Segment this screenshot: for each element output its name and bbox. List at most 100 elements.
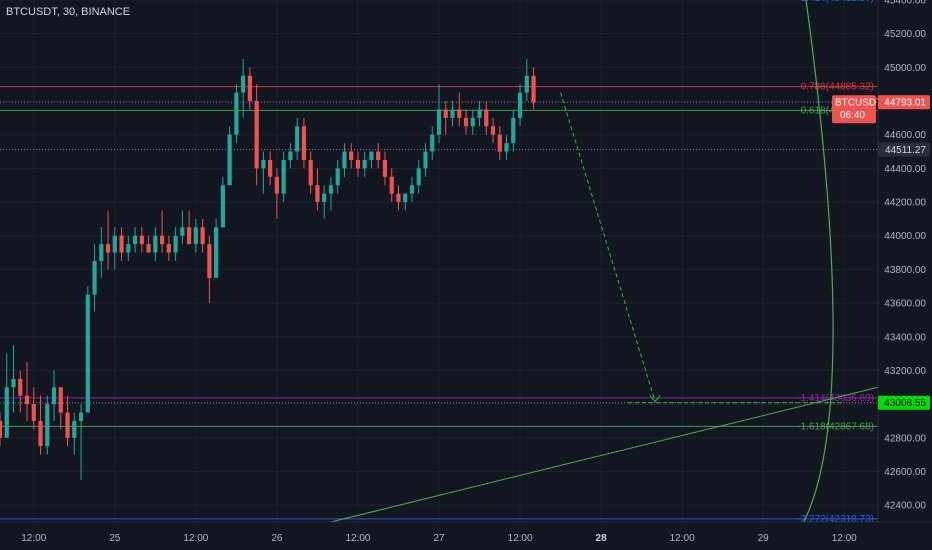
price-axis-tick: 43400.00 (884, 332, 926, 343)
time-axis-tick: 12:00 (508, 533, 533, 544)
price-tag-label: 43008.55 (884, 398, 926, 409)
price-tag (878, 95, 930, 110)
candle-body (132, 235, 138, 245)
time-axis-tick: 28 (596, 533, 608, 544)
price-axis-tick: 42600.00 (884, 467, 926, 478)
time-axis (0, 522, 932, 550)
candle-body (396, 193, 401, 203)
candle-body (187, 227, 192, 245)
price-axis-tick: 44000.00 (884, 231, 926, 242)
candle-body (78, 412, 84, 421)
candle-body (65, 412, 70, 438)
candle-body (511, 117, 516, 144)
symbol-price-tag-label: BTCUSDT (835, 98, 882, 109)
time-axis-tick: 12:00 (345, 533, 370, 544)
candle-body (214, 227, 219, 278)
candle-body (470, 117, 475, 127)
fib-level-label: -1.618(42867.68) (797, 421, 874, 432)
time-axis-tick: 27 (433, 533, 445, 544)
candle-body (139, 235, 144, 245)
candle-body (11, 378, 16, 388)
candle-body (335, 168, 340, 186)
candle-body (159, 235, 165, 245)
time-axis-tick: 12:00 (832, 533, 857, 544)
candle-body (247, 75, 252, 102)
price-axis-tick: 44400.00 (884, 164, 926, 175)
candle-body (362, 159, 367, 169)
candle-body (497, 134, 502, 152)
trendline (330, 386, 879, 523)
candle-body (193, 227, 198, 245)
time-axis-tick: 12:00 (670, 533, 695, 544)
candle-body (382, 159, 388, 177)
time-axis-tick: 25 (109, 533, 121, 544)
fib-level-label: 0.786(44885.32) (801, 82, 874, 93)
candle-body (51, 387, 57, 405)
candle-body (531, 75, 536, 103)
candle-body (220, 185, 225, 228)
candle-body (517, 92, 523, 118)
candle-body (288, 151, 293, 160)
price-tag-label: 44511.27 (885, 145, 926, 156)
candle-body (504, 143, 509, 152)
candle-body (4, 387, 9, 438)
candle-body (423, 151, 428, 169)
candle-body (126, 244, 131, 253)
candle-body (477, 109, 482, 118)
candle-body (92, 261, 97, 295)
candle-body (31, 404, 36, 421)
candle-body (85, 294, 90, 413)
candle-body (403, 193, 408, 203)
candle-body (254, 101, 259, 169)
candle-body (369, 151, 374, 160)
price-axis-tick: 42800.00 (884, 433, 926, 444)
candle-body (443, 109, 448, 118)
candle-body (153, 235, 158, 253)
candle-body (416, 168, 421, 186)
candle-body (24, 395, 30, 405)
candle-body (355, 159, 361, 169)
candle-body (349, 151, 354, 160)
candle-body (315, 185, 320, 203)
projection-arrow-head (649, 395, 661, 403)
candle-body (342, 151, 347, 169)
price-axis-tick: 42400.00 (884, 501, 926, 512)
candle-body (295, 126, 300, 152)
price-axis-tick: 45400.00 (884, 0, 926, 7)
symbol-price-tag (832, 95, 876, 124)
candle-body (457, 109, 462, 118)
price-axis-tick: 45000.00 (884, 63, 926, 74)
candle-body (112, 235, 117, 253)
time-axis-tick: 12:00 (183, 533, 208, 544)
candle-body (322, 193, 327, 203)
fib-level-label: -2.272(42318.73) (797, 514, 874, 525)
candle-body (200, 227, 205, 245)
candle-body (484, 109, 489, 127)
candle-body (430, 134, 435, 152)
price-tag (878, 142, 930, 157)
price-axis-tick: 43600.00 (884, 299, 926, 310)
candle-body (261, 159, 266, 169)
candle-body (146, 244, 151, 253)
candle-body (436, 109, 442, 135)
candle-body (268, 159, 273, 177)
candle-body (105, 244, 111, 253)
price-tag (878, 395, 930, 410)
time-axis-tick: 26 (271, 533, 283, 544)
price-axis (878, 0, 932, 550)
fib-level-label: -1.414(43036.89) (797, 393, 874, 404)
price-tag-label: 44793.01 (884, 98, 926, 109)
candle-body (241, 75, 246, 93)
candle-body (328, 185, 334, 194)
candle-body (274, 176, 280, 194)
candle-body (119, 235, 124, 253)
time-axis-tick: 29 (758, 533, 770, 544)
candle-body (490, 126, 496, 135)
candle-body (173, 235, 178, 253)
candle-body (524, 75, 529, 93)
candle-body (207, 244, 212, 278)
candle-body (389, 176, 394, 194)
fib-level-label: 1.414(45412.57) (801, 0, 874, 4)
candle-body (180, 227, 185, 236)
